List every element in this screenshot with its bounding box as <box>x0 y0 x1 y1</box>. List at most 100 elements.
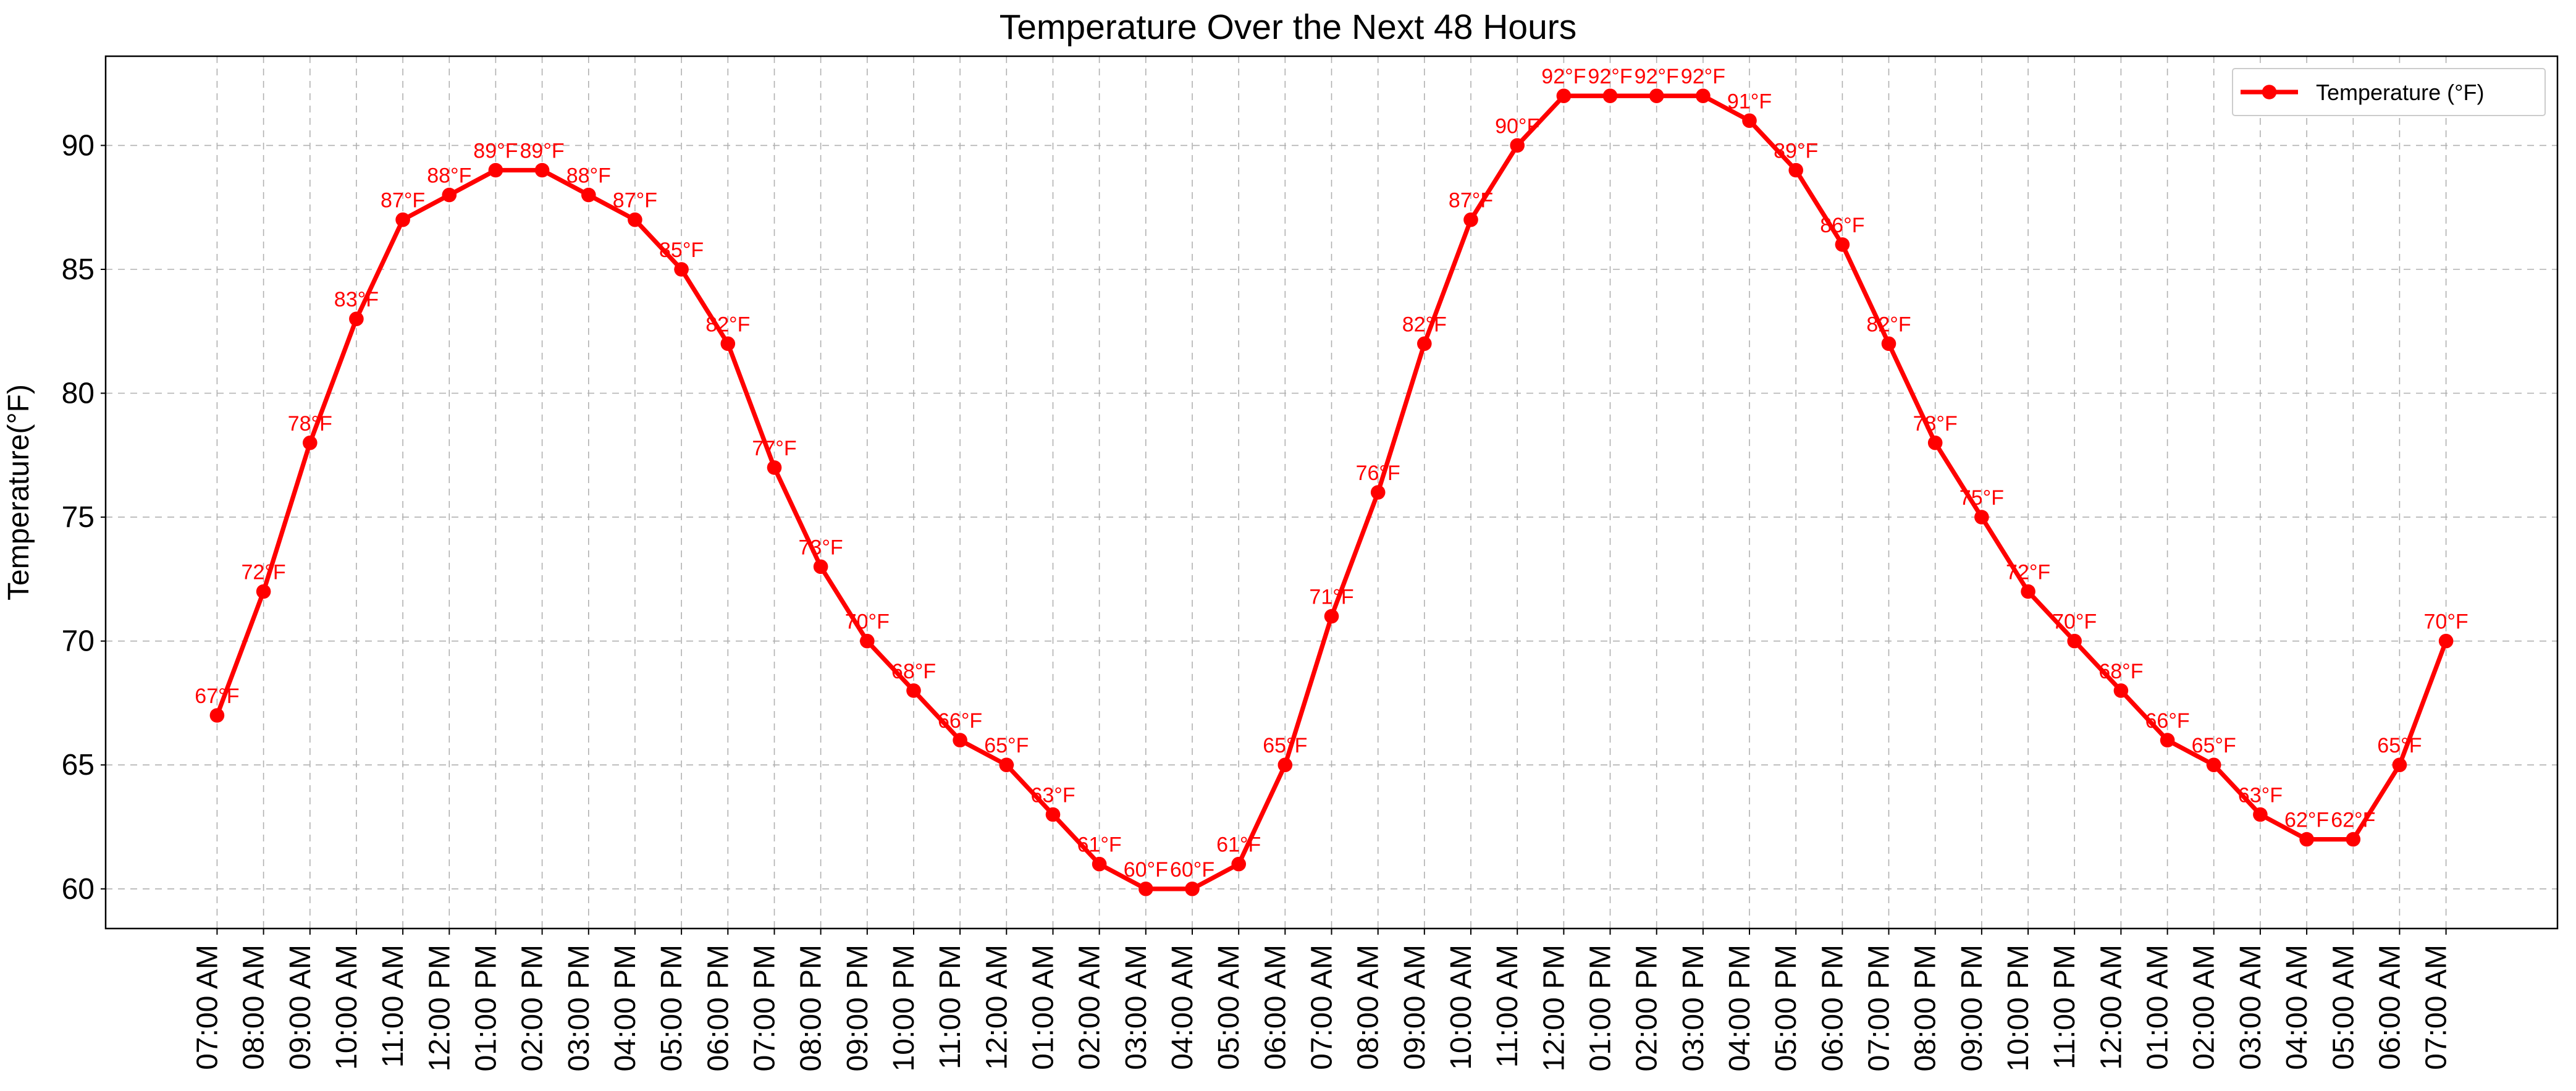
svg-text:87°F: 87°F <box>381 189 425 213</box>
svg-text:62°F: 62°F <box>2331 809 2375 832</box>
svg-text:89°F: 89°F <box>1774 140 1818 163</box>
svg-text:11:00 PM: 11:00 PM <box>2048 945 2081 1069</box>
svg-text:07:00 AM: 07:00 AM <box>2420 945 2453 1070</box>
svg-text:70: 70 <box>62 625 95 658</box>
svg-text:66°F: 66°F <box>938 709 982 733</box>
svg-text:85: 85 <box>62 253 95 286</box>
svg-text:82°F: 82°F <box>705 313 750 336</box>
svg-text:05:00 AM: 05:00 AM <box>2327 945 2360 1070</box>
svg-text:08:00 PM: 08:00 PM <box>1909 945 1942 1071</box>
svg-text:03:00 PM: 03:00 PM <box>563 945 596 1071</box>
svg-text:72°F: 72°F <box>2006 561 2050 584</box>
svg-text:06:00 PM: 06:00 PM <box>1816 945 1849 1071</box>
svg-text:05:00 PM: 05:00 PM <box>1770 945 1803 1071</box>
svg-text:11:00 PM: 11:00 PM <box>934 945 967 1069</box>
svg-text:82°F: 82°F <box>1402 313 1447 336</box>
svg-text:08:00 PM: 08:00 PM <box>795 945 828 1071</box>
svg-text:66°F: 66°F <box>2145 709 2190 733</box>
svg-text:05:00 PM: 05:00 PM <box>655 945 688 1071</box>
svg-text:90: 90 <box>62 129 95 162</box>
svg-text:03:00 AM: 03:00 AM <box>2234 945 2267 1070</box>
svg-text:08:00 AM: 08:00 AM <box>238 945 271 1070</box>
svg-text:61°F: 61°F <box>1216 833 1261 857</box>
svg-text:85°F: 85°F <box>659 238 704 262</box>
svg-text:12:00 PM: 12:00 PM <box>1538 945 1570 1071</box>
svg-text:88°F: 88°F <box>427 164 471 188</box>
svg-text:75: 75 <box>62 501 95 534</box>
svg-text:02:00 PM: 02:00 PM <box>1631 945 1664 1071</box>
svg-text:07:00 AM: 07:00 AM <box>1306 945 1339 1070</box>
svg-text:02:00 AM: 02:00 AM <box>1074 945 1106 1070</box>
svg-text:63°F: 63°F <box>2238 784 2283 807</box>
svg-text:10:00 AM: 10:00 AM <box>330 945 363 1070</box>
svg-text:01:00 PM: 01:00 PM <box>1585 945 1617 1071</box>
svg-text:76°F: 76°F <box>1356 461 1400 485</box>
svg-text:10:00 PM: 10:00 PM <box>888 945 920 1071</box>
svg-text:92°F: 92°F <box>1541 65 1586 88</box>
svg-text:01:00 AM: 01:00 AM <box>1027 945 1060 1070</box>
svg-text:89°F: 89°F <box>520 140 565 163</box>
svg-text:65°F: 65°F <box>2377 734 2422 757</box>
svg-text:08:00 AM: 08:00 AM <box>1352 945 1385 1070</box>
svg-text:65°F: 65°F <box>984 734 1029 757</box>
svg-text:87°F: 87°F <box>1449 189 1493 213</box>
svg-text:09:00 PM: 09:00 PM <box>1956 945 1989 1071</box>
svg-text:01:00 PM: 01:00 PM <box>469 945 502 1071</box>
svg-text:63°F: 63°F <box>1030 784 1075 807</box>
svg-text:72°F: 72°F <box>242 561 286 584</box>
svg-text:65°F: 65°F <box>1263 734 1307 757</box>
svg-text:70°F: 70°F <box>2424 610 2469 634</box>
svg-text:60°F: 60°F <box>1170 858 1214 882</box>
svg-text:61°F: 61°F <box>1077 833 1122 857</box>
svg-text:78°F: 78°F <box>1913 412 1958 436</box>
svg-text:Temperature (°F): Temperature (°F) <box>2316 80 2484 105</box>
svg-text:12:00 AM: 12:00 AM <box>980 945 1013 1070</box>
svg-text:04:00 PM: 04:00 PM <box>609 945 642 1071</box>
svg-text:06:00 AM: 06:00 AM <box>1259 945 1292 1070</box>
svg-text:60: 60 <box>62 873 95 906</box>
svg-text:02:00 AM: 02:00 AM <box>2188 945 2221 1070</box>
svg-text:91°F: 91°F <box>1727 90 1772 113</box>
svg-text:92°F: 92°F <box>1635 65 1679 88</box>
svg-text:07:00 AM: 07:00 AM <box>191 945 224 1070</box>
svg-text:70°F: 70°F <box>845 610 890 634</box>
svg-text:07:00 PM: 07:00 PM <box>1863 945 1896 1071</box>
svg-text:83°F: 83°F <box>334 288 379 311</box>
svg-text:71°F: 71°F <box>1309 586 1353 609</box>
svg-text:82°F: 82°F <box>1866 313 1911 336</box>
svg-text:12:00 AM: 12:00 AM <box>2095 945 2128 1070</box>
svg-text:65: 65 <box>62 749 95 781</box>
svg-text:10:00 AM: 10:00 AM <box>1445 945 1478 1070</box>
svg-text:11:00 AM: 11:00 AM <box>377 945 410 1068</box>
svg-text:05:00 AM: 05:00 AM <box>1213 945 1245 1070</box>
svg-text:62°F: 62°F <box>2284 809 2329 832</box>
svg-text:75°F: 75°F <box>1959 486 2004 510</box>
svg-text:92°F: 92°F <box>1681 65 1725 88</box>
svg-text:70°F: 70°F <box>2052 610 2097 634</box>
svg-text:04:00 PM: 04:00 PM <box>1724 945 1756 1071</box>
svg-text:73°F: 73°F <box>799 536 843 559</box>
svg-text:01:00 AM: 01:00 AM <box>2142 945 2174 1070</box>
svg-text:09:00 PM: 09:00 PM <box>841 945 874 1071</box>
svg-text:Temperature(°F): Temperature(°F) <box>2 384 35 600</box>
svg-text:07:00 PM: 07:00 PM <box>749 945 781 1071</box>
svg-text:65°F: 65°F <box>2192 734 2236 757</box>
svg-text:04:00 AM: 04:00 AM <box>2281 945 2313 1070</box>
svg-text:Temperature Over the Next 48 H: Temperature Over the Next 48 Hours <box>1000 7 1577 47</box>
svg-text:09:00 AM: 09:00 AM <box>1399 945 1431 1070</box>
svg-text:10:00 PM: 10:00 PM <box>2002 945 2035 1071</box>
svg-text:67°F: 67°F <box>195 685 239 708</box>
svg-text:03:00 PM: 03:00 PM <box>1677 945 1710 1071</box>
svg-text:68°F: 68°F <box>2098 660 2143 683</box>
svg-text:06:00 AM: 06:00 AM <box>2373 945 2406 1070</box>
svg-text:87°F: 87°F <box>613 189 657 213</box>
svg-text:11:00 AM: 11:00 AM <box>1491 945 1524 1068</box>
svg-text:06:00 PM: 06:00 PM <box>702 945 734 1071</box>
svg-text:80: 80 <box>62 377 95 410</box>
svg-text:86°F: 86°F <box>1820 214 1864 237</box>
svg-text:02:00 PM: 02:00 PM <box>516 945 549 1071</box>
svg-text:09:00 AM: 09:00 AM <box>284 945 317 1070</box>
svg-text:89°F: 89°F <box>473 140 518 163</box>
svg-text:03:00 AM: 03:00 AM <box>1120 945 1153 1070</box>
svg-text:12:00 PM: 12:00 PM <box>423 945 456 1071</box>
